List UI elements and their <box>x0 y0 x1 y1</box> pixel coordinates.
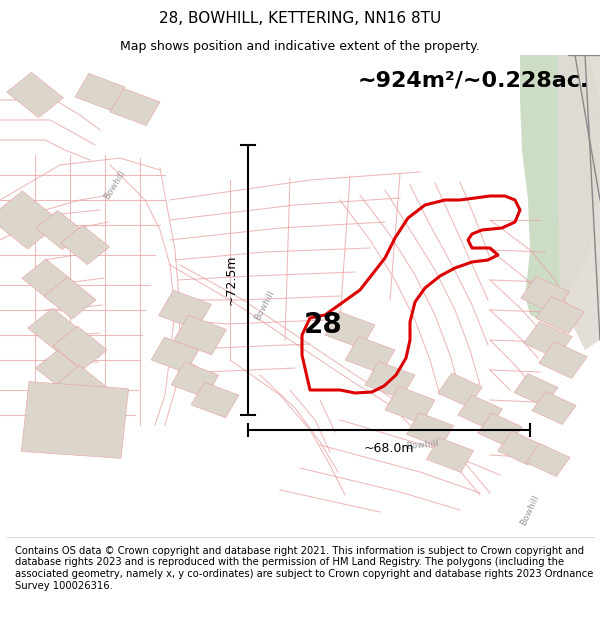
Bar <box>521 277 569 313</box>
Bar <box>478 413 523 447</box>
Text: 28: 28 <box>304 311 343 339</box>
Bar <box>7 72 63 118</box>
Bar <box>22 259 74 301</box>
Bar <box>191 382 239 418</box>
Bar <box>0 191 61 249</box>
Bar <box>171 362 219 398</box>
Bar <box>427 438 473 472</box>
Bar <box>514 374 558 406</box>
Bar <box>437 373 482 407</box>
Bar <box>35 211 85 249</box>
Text: ~924m²/~0.228ac.: ~924m²/~0.228ac. <box>358 70 589 90</box>
Bar <box>173 315 226 355</box>
Bar <box>58 366 106 404</box>
Bar <box>61 226 109 264</box>
Bar <box>53 326 107 370</box>
Bar <box>532 391 576 424</box>
Bar <box>497 431 542 465</box>
Text: Bowhill: Bowhill <box>253 289 277 321</box>
Text: ~68.0m: ~68.0m <box>364 442 414 455</box>
Text: Map shows position and indicative extent of the property.: Map shows position and indicative extent… <box>120 39 480 52</box>
Bar <box>526 444 570 476</box>
Bar <box>151 338 199 372</box>
Bar <box>44 277 96 319</box>
Bar <box>385 386 435 424</box>
Bar <box>524 322 572 358</box>
Bar <box>75 74 125 111</box>
Text: Contains OS data © Crown copyright and database right 2021. This information is : Contains OS data © Crown copyright and d… <box>15 546 593 591</box>
Text: ~72.5m: ~72.5m <box>224 255 237 305</box>
Bar <box>406 412 454 447</box>
Bar <box>28 308 82 352</box>
Text: Bowhill: Bowhill <box>406 439 439 451</box>
Text: 28, BOWHILL, KETTERING, NN16 8TU: 28, BOWHILL, KETTERING, NN16 8TU <box>159 11 441 26</box>
Bar <box>458 395 502 429</box>
Bar <box>539 342 587 378</box>
Bar <box>22 382 128 458</box>
Bar <box>35 351 85 389</box>
Text: Bowhill: Bowhill <box>103 169 127 201</box>
Bar <box>345 336 395 374</box>
Bar <box>158 290 211 330</box>
Bar <box>365 361 415 399</box>
Bar <box>110 89 160 126</box>
Bar <box>325 311 375 349</box>
Text: Bowhill: Bowhill <box>519 493 541 527</box>
Bar <box>536 297 584 333</box>
